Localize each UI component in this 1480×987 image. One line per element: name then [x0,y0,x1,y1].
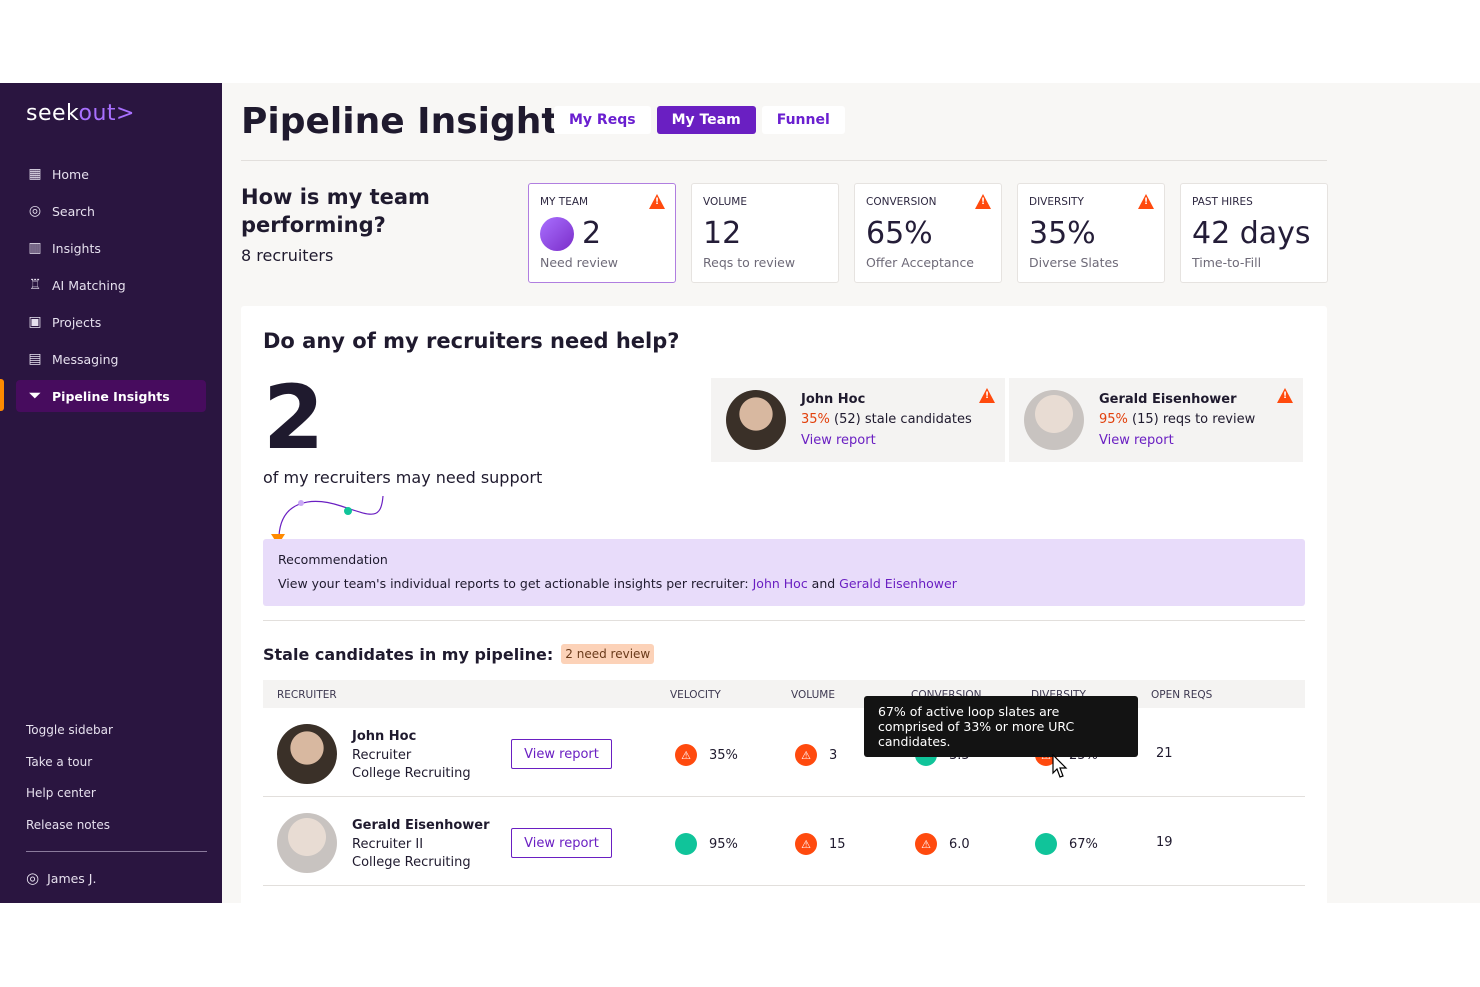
column-header: OPEN REQS [1151,689,1213,701]
sidebar-link-take-a-tour[interactable]: Take a tour [26,754,93,769]
grid-icon: ▦ [28,166,42,182]
avatar [1024,390,1084,450]
sidebar-item-projects[interactable]: ▣ Projects [16,306,206,338]
column-header: RECRUITER [277,689,337,701]
warning-icon [1138,194,1154,209]
gerald-eisenhower-link[interactable]: Gerald Eisenhower [839,576,957,591]
divider [263,620,1305,621]
decorative-curve-icon [271,495,384,545]
john-hoc-link[interactable]: John Hoc [752,576,808,591]
review-badge: 2 need review [561,644,655,664]
open-reqs: 21 [1156,746,1173,761]
chart-icon: ▥ [28,240,42,256]
sidebar-link-release-notes[interactable]: Release notes [26,817,110,832]
avatar [277,813,337,873]
sidebar-link-toggle-sidebar[interactable]: Toggle sidebar [26,723,113,737]
tab-funnel[interactable]: Funnel [761,106,845,134]
help-panel: Do any of my recruiters need help? 2 of … [241,306,1327,903]
metric-card-my-team[interactable]: MY TEAM2Need review [528,183,676,283]
search-icon: ◎ [28,203,42,219]
column-header: VOLUME [791,689,835,701]
sidebar-item-messaging[interactable]: ▤ Messaging [16,343,206,375]
app: seekout> ▦ Home ◎ Search ▥ Insights ♖ AI Matchi… [0,83,1480,903]
seekout-logo[interactable]: seekout> [26,101,135,126]
diversity-tooltip: 67% of active loop slates are comprised … [864,696,1138,757]
ok-status-icon[interactable] [675,833,697,855]
column-header: VELOCITY [670,689,721,701]
active-indicator [0,379,4,411]
recruiter-count: 8 recruiters [241,246,334,265]
metric-card-conversion[interactable]: CONVERSION65%Offer Acceptance [854,183,1002,283]
table-row: Gerald Eisenhower Recruiter II College Rec… [263,797,1305,886]
recommendation-box: Recommendation View your team's individu… [263,539,1305,606]
warning-icon [649,194,665,209]
mouse-cursor-icon [1052,754,1068,778]
help-title: Do any of my recruiters need help? [263,329,680,353]
metric-card-volume[interactable]: VOLUME 12 Reqs to review [691,183,839,283]
sidebar-item-pipeline-insights[interactable]: ⏷ Pipeline Insights [16,380,206,412]
robot-icon: ♖ [28,277,42,293]
user-icon: ◎ [26,869,40,887]
table-header: RECRUITER VELOCITY VOLUME CONVERSION DIVERSI… [263,680,1305,708]
funnel-icon: ⏷ [29,388,41,404]
metric-card-past-hires[interactable]: PAST HIRES 42 days Time-to-Fill [1180,183,1328,283]
warning-status-icon[interactable]: ⚠ [675,744,697,766]
warning-status-icon[interactable]: ⚠ [795,744,817,766]
sidebar-item-insights[interactable]: ▥ Insights [16,232,206,264]
warning-status-icon[interactable]: ⚠ [795,833,817,855]
recommendation-title: Recommendation [278,552,388,567]
sidebar-item-home[interactable]: ▦ Home [16,158,206,190]
support-text: of my recruiters may need support [263,468,543,487]
ok-status-icon[interactable] [1035,833,1057,855]
sidebar-item-ai-matching[interactable]: ♖ AI Matching [16,269,206,301]
avatar [726,390,786,450]
sidebar-item-search[interactable]: ◎ Search [16,195,206,227]
divider [26,851,207,852]
view-report-button[interactable]: View report [511,739,612,769]
warning-icon [975,194,991,209]
warning-icon [1277,388,1293,403]
message-icon: ▤ [28,351,42,367]
page-title: Pipeline Insights [241,101,580,142]
folder-user-icon: ▣ [28,314,42,330]
team-question: How is my team performing? [241,185,430,237]
recommendation-text: View your team's individual reports to g… [278,576,753,591]
view-report-link[interactable]: View report [1099,433,1174,448]
open-reqs: 19 [1156,835,1173,850]
user-menu[interactable]: ◎ James J. [26,869,97,887]
table-row: John Hoc Recruiter College Recruiting View … [263,708,1305,797]
divider [241,160,1327,161]
tab-my-reqs[interactable]: My Reqs [554,106,651,134]
view-report-button[interactable]: View report [511,828,612,858]
tab-my-team[interactable]: My Team [656,106,756,134]
sidebar-link-help-center[interactable]: Help center [26,786,96,800]
metric-card-diversity[interactable]: DIVERSITY35%Diverse Slates [1017,183,1165,283]
avatar [277,724,337,784]
warning-status-icon[interactable]: ⚠ [915,833,937,855]
sidebar: seekout> ▦ Home ◎ Search ▥ Insights ♖ AI Matchi… [0,83,222,903]
warning-icon [979,388,995,403]
view-report-link[interactable]: View report [801,433,876,448]
and-text: and [807,576,840,591]
team-avatar-icon [540,216,574,251]
support-count: 2 [263,366,325,469]
stale-title: Stale candidates in my pipeline: 2 need r… [263,644,655,664]
